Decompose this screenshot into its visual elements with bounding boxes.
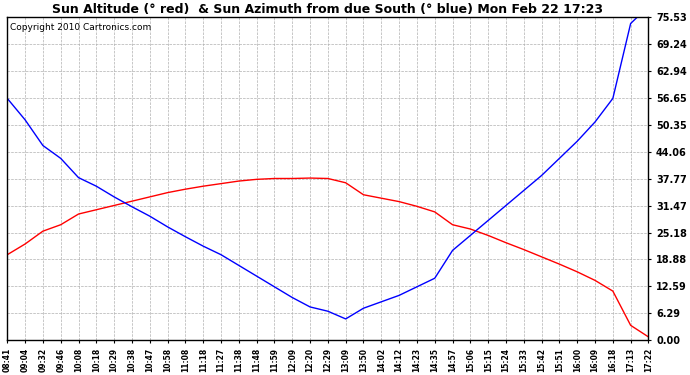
Text: Copyright 2010 Cartronics.com: Copyright 2010 Cartronics.com	[10, 23, 152, 32]
Title: Sun Altitude (° red)  & Sun Azimuth from due South (° blue) Mon Feb 22 17:23: Sun Altitude (° red) & Sun Azimuth from …	[52, 3, 603, 16]
